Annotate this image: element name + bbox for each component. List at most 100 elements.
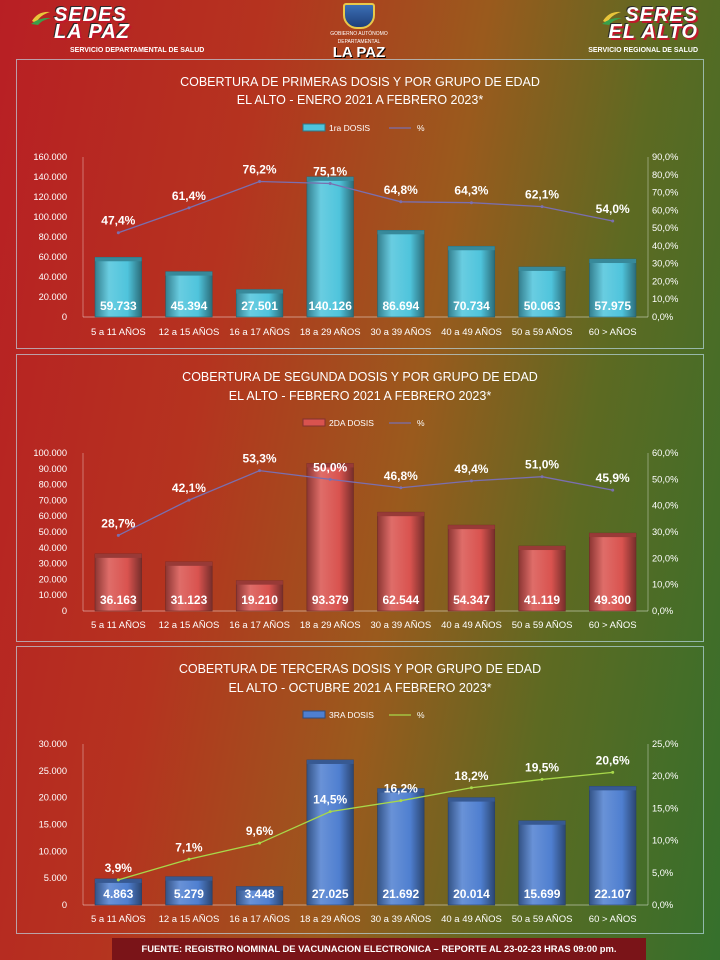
percentage-point [187, 498, 191, 502]
percentage-point [328, 810, 332, 814]
percentage-label: 18,2% [454, 769, 488, 783]
seres-el-alto-logo: SERES EL ALTO SERVICIO REGIONAL DE SALUD [588, 5, 698, 58]
left-axis-tick-label: 10.000 [39, 846, 67, 856]
crest-line2: DEPARTAMENTAL [337, 39, 381, 45]
left-axis-tick-label: 120.000 [33, 192, 67, 202]
category-label: 30 a 39 AÑOS [370, 620, 431, 631]
bar [447, 245, 496, 318]
left-axis-tick-label: 100.000 [33, 448, 67, 458]
right-axis-tick-label: 50,0% [652, 474, 678, 484]
sedes-logo-line2: LA PAZ [54, 20, 130, 43]
bar-top-edge [306, 176, 354, 181]
bar-top-edge [95, 553, 142, 558]
percentage-point [469, 479, 473, 483]
left-axis-tick-label: 80.000 [39, 480, 67, 490]
crest-name: LA PAZ [332, 44, 386, 61]
percentage-label: 51,0% [525, 458, 559, 472]
left-axis-tick-label: 0 [62, 606, 67, 616]
gobernacion-la-paz-logo: GOBIERNO AUTÓNOMO DEPARTAMENTAL LA PAZ [323, 3, 395, 60]
percentage-line [118, 771, 613, 881]
percentage-point [258, 469, 262, 473]
percentage-label: 61,4% [172, 189, 206, 203]
percentage-point [258, 841, 262, 845]
bar-top-edge [377, 788, 425, 793]
right-axis-tick-label: 10,0% [652, 836, 678, 846]
right-axis-tick-label: 0,0% [652, 900, 673, 910]
seres-logo-line2: EL ALTO [608, 20, 698, 43]
percentage-label: 62,1% [525, 188, 559, 202]
category-label: 30 a 39 AÑOS [370, 327, 431, 338]
bar-value-label: 49.300 [594, 593, 631, 607]
bar-top-edge [377, 230, 425, 235]
bar [377, 511, 425, 612]
bar-top-edge [518, 820, 566, 825]
percentage-label: 53,3% [243, 452, 277, 466]
sedes-logo-line1: SEDES [54, 4, 127, 26]
left-axis-tick-label: 70.000 [39, 495, 67, 505]
chart-subtitle: EL ALTO - FEBRERO 2021 A FEBRERO 2023* [229, 389, 492, 403]
category-label: 40 a 49 AÑOS [441, 327, 502, 338]
legend-line-label: % [417, 123, 425, 133]
bar-value-label: 70.734 [453, 299, 490, 313]
bar [518, 820, 566, 906]
percentage-point [611, 770, 615, 774]
bar-value-label: 5.279 [174, 887, 204, 901]
percentage-label: 16,2% [384, 782, 418, 796]
left-axis-tick-label: 5.000 [44, 873, 67, 883]
right-axis-tick-label: 20,0% [652, 771, 678, 781]
bar-top-edge [377, 512, 425, 517]
category-label: 18 a 29 AÑOS [300, 327, 361, 338]
bar [377, 788, 425, 906]
bar-value-label: 59.733 [100, 299, 137, 313]
percentage-point [469, 201, 473, 205]
bar-top-edge [589, 533, 636, 538]
chart-subtitle: EL ALTO - OCTUBRE 2021 A FEBRERO 2023* [228, 681, 491, 695]
bar-value-label: 19.210 [241, 593, 278, 607]
left-axis-tick-label: 30.000 [39, 559, 67, 569]
bar-value-label: 45.394 [171, 299, 208, 313]
chart-second-dose: COBERTURA DE SEGUNDA DOSIS Y POR GRUPO D… [33, 370, 678, 631]
category-label: 16 a 17 AÑOS [229, 327, 290, 338]
chart-panel-second-dose: COBERTURA DE SEGUNDA DOSIS Y POR GRUPO D… [16, 354, 704, 642]
category-label: 16 a 17 AÑOS [229, 914, 290, 925]
left-axis-tick-label: 50.000 [39, 527, 67, 537]
bar-value-label: 93.379 [312, 593, 349, 607]
chart-legend: 2DA DOSIS% [302, 418, 425, 428]
category-label: 16 a 17 AÑOS [229, 620, 290, 631]
category-label: 12 a 15 AÑOS [159, 620, 220, 631]
right-axis-tick-label: 30,0% [652, 527, 678, 537]
bar [447, 797, 496, 906]
percentage-label: 54,0% [596, 202, 630, 216]
right-axis-tick-label: 40,0% [652, 501, 678, 511]
swoosh-icon [602, 11, 623, 25]
left-axis-tick-label: 140.000 [33, 172, 67, 182]
seres-logo-tagline: SERVICIO REGIONAL DE SALUD [588, 46, 698, 54]
legend-bar-swatch [302, 710, 326, 719]
bar-top-edge [236, 580, 283, 585]
right-axis-tick-label: 5,0% [652, 868, 673, 878]
bar-top-edge [236, 886, 283, 891]
left-axis-tick-label: 100.000 [33, 212, 67, 222]
percentage-point [187, 857, 191, 861]
bar-value-label: 27.501 [241, 299, 278, 313]
legend-bar-swatch [302, 418, 326, 427]
category-label: 60 > AÑOS [589, 620, 637, 631]
bar-value-label: 54.347 [453, 593, 490, 607]
percentage-label: 45,9% [596, 471, 630, 485]
percentage-point [540, 777, 544, 781]
right-axis-tick-label: 25,0% [652, 739, 678, 749]
bar [165, 271, 213, 318]
category-label: 5 a 11 AÑOS [91, 327, 146, 338]
bar [447, 524, 496, 612]
chart-third-dose: COBERTURA DE TERCERAS DOSIS Y POR GRUPO … [39, 662, 679, 925]
chart-subtitle: EL ALTO - ENERO 2021 A FEBRERO 2023* [237, 93, 484, 107]
legend-bar-label: 3RA DOSIS [329, 710, 374, 720]
percentage-label: 20,6% [596, 753, 630, 767]
left-axis-tick-label: 60.000 [39, 511, 67, 521]
bar-top-edge [165, 271, 213, 276]
category-label: 40 a 49 AÑOS [441, 620, 502, 631]
chart-title: COBERTURA DE SEGUNDA DOSIS Y POR GRUPO D… [182, 370, 538, 384]
right-axis-tick-label: 15,0% [652, 803, 678, 813]
sedes-logo-tagline: SERVICIO DEPARTAMENTAL DE SALUD [70, 46, 205, 54]
left-axis-tick-label: 20.000 [39, 292, 67, 302]
